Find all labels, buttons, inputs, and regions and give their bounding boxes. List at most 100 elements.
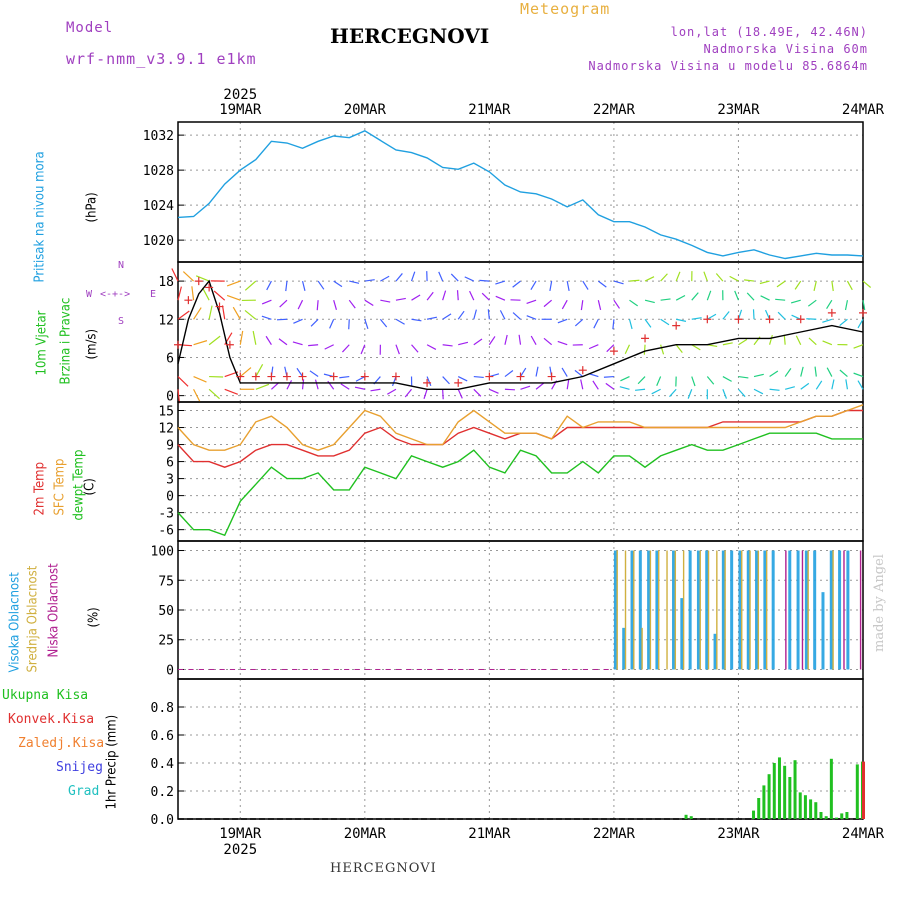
bottom-day-label: 19MAR xyxy=(219,826,262,842)
wind-arrow xyxy=(226,294,241,301)
wind-gust-marker xyxy=(267,372,276,381)
wind-arrow xyxy=(464,276,475,282)
wind-arrow xyxy=(613,299,620,309)
cloud-high-bar xyxy=(730,550,734,670)
wind-arrow xyxy=(687,389,693,399)
wind-arrow xyxy=(706,290,712,301)
wind-arrow xyxy=(543,299,553,308)
wind-arrow xyxy=(769,388,780,391)
wind-arrow xyxy=(488,336,496,346)
wind-arrow xyxy=(808,337,817,346)
cloud-high-bar xyxy=(829,550,833,670)
y-tick-label: 12 xyxy=(158,422,174,437)
precip-legend-total: Ukupna Kisa xyxy=(2,688,89,703)
y-tick-label: 0.8 xyxy=(151,701,174,716)
y-tick-label: 18 xyxy=(158,275,174,290)
wind-arrow xyxy=(193,375,207,383)
precip-total-bar xyxy=(767,774,771,819)
wind-arrow xyxy=(753,373,764,378)
wind-arrow xyxy=(221,305,226,320)
wind-arrow xyxy=(255,383,270,390)
bottom-year-label: 2025 xyxy=(223,842,257,858)
wind-arrow xyxy=(239,367,252,378)
wind-arrow xyxy=(794,280,802,290)
precip-legend-frz: Zaledj.Kisa xyxy=(18,736,105,751)
wind-arrow xyxy=(660,273,668,282)
wind-arrow xyxy=(333,300,338,310)
wind-arrow xyxy=(706,376,715,385)
wind-arrow xyxy=(191,286,195,301)
cloud-mid-bar xyxy=(807,550,809,670)
model-name: wrf-nmm_v3.9.1 e1km xyxy=(66,50,257,68)
wind-arrow xyxy=(637,376,646,385)
wind-arrow xyxy=(442,313,452,320)
wind-arrow xyxy=(395,344,400,355)
cloud-low-bar xyxy=(785,550,787,670)
wind-arrow xyxy=(495,295,506,301)
cloud-high-bar xyxy=(738,550,742,670)
wind-arrow xyxy=(232,306,241,320)
wind-arrow xyxy=(549,280,553,292)
wind-arrow xyxy=(519,367,527,377)
wind-arrow xyxy=(675,271,681,282)
panel-frame xyxy=(177,678,864,820)
wind-gust-marker xyxy=(578,366,587,375)
wind-arrow xyxy=(795,335,802,345)
wind-arrow xyxy=(535,366,539,377)
wind-arrow xyxy=(800,382,810,390)
wind-arrow xyxy=(239,330,244,345)
cloud-high-bar xyxy=(655,550,659,670)
wind-gust-marker xyxy=(859,308,867,317)
wind-arrow xyxy=(738,375,749,379)
wind-gust-marker xyxy=(734,315,743,324)
wind-arrow xyxy=(504,334,508,345)
cloud-mid-bar xyxy=(633,550,635,670)
cloud-mid-bar xyxy=(724,550,726,670)
wind-arrow xyxy=(530,280,537,290)
y-tick-label: 0.0 xyxy=(151,813,174,828)
wind-arrow xyxy=(722,389,728,399)
wind-arrow xyxy=(404,388,412,398)
wind-arrow xyxy=(314,379,319,390)
temperature-panel: -6 -3 0 3 6 9 12 15 xyxy=(158,401,864,542)
wind-arrow xyxy=(292,341,303,346)
wind-arrow xyxy=(574,318,584,327)
wind-gust-marker xyxy=(827,308,836,317)
altitude-text: Nadmorska Visina 60m xyxy=(703,42,868,56)
bottom-day-label: 21MAR xyxy=(468,826,511,842)
wind-arrow xyxy=(504,388,515,391)
y-tick-label: 9 xyxy=(166,439,174,454)
y-tick-label: -3 xyxy=(158,507,174,522)
wind-arrow xyxy=(380,275,390,282)
wind-arrow xyxy=(691,344,701,351)
wind-arrow xyxy=(635,388,646,391)
cloud-mid-bar xyxy=(624,550,627,670)
wind-arrow xyxy=(691,376,696,387)
precip-total-bar xyxy=(757,798,761,819)
wind-arrow xyxy=(580,300,584,311)
page-title: HERCEGNOVI xyxy=(330,24,490,48)
wind-arrow xyxy=(530,335,537,346)
wind-arrow xyxy=(557,318,568,324)
wind-arrow xyxy=(410,271,416,282)
wind-arrow xyxy=(261,315,272,320)
cloud-mid-bar xyxy=(666,550,668,670)
wind-arrow xyxy=(729,275,739,282)
wind-arrow xyxy=(822,340,833,346)
cloud-high-bar xyxy=(705,550,709,670)
wind-arrow xyxy=(226,280,241,287)
wind-arrow xyxy=(285,281,288,292)
wind-arrow xyxy=(349,280,360,284)
wind-arrow xyxy=(643,344,646,355)
cloud-mid-bar xyxy=(641,627,643,670)
wind-arrow xyxy=(588,344,599,350)
wind-arrow xyxy=(370,388,381,392)
cloud-high-bar xyxy=(788,550,792,670)
wind-arrow xyxy=(592,380,599,390)
precip-total-bar xyxy=(855,764,859,819)
precip-panel: 0.0 0.2 0.4 0.6 0.8 xyxy=(151,678,865,828)
wind-arrow xyxy=(177,389,181,404)
wind-arrow xyxy=(354,386,365,390)
wind-arrow xyxy=(676,318,687,322)
wind-arrow xyxy=(293,318,303,324)
